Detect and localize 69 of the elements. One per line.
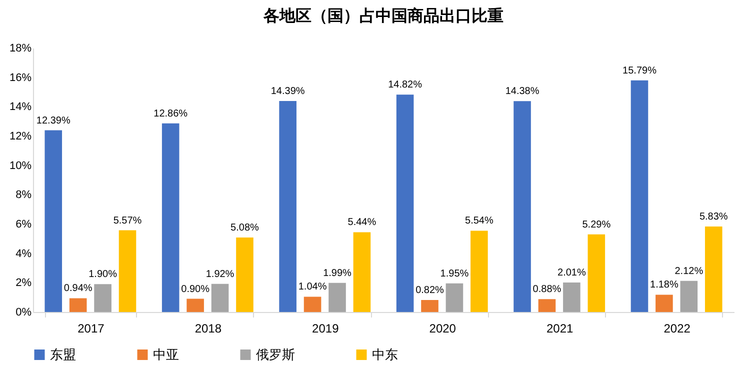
data-label: 1.18% xyxy=(650,280,678,291)
bar xyxy=(680,280,698,312)
data-label: 5.54% xyxy=(465,216,494,227)
data-label: 5.57% xyxy=(113,215,142,226)
bar xyxy=(538,299,556,312)
y-tick-label: 12% xyxy=(9,130,32,142)
x-tick-label: 2020 xyxy=(429,322,456,336)
x-tick-label: 2019 xyxy=(312,322,340,336)
data-label: 1.92% xyxy=(206,268,234,280)
data-label: 12.39% xyxy=(36,115,70,126)
bar xyxy=(162,123,180,312)
y-tick-label: 16% xyxy=(9,72,32,84)
legend-label: 东盟 xyxy=(50,346,76,362)
data-label: 5.08% xyxy=(230,222,260,234)
data-label: 1.99% xyxy=(323,268,352,279)
bar xyxy=(421,300,438,312)
bar xyxy=(186,298,204,312)
bar xyxy=(211,284,229,312)
data-label: 15.79% xyxy=(622,65,657,76)
y-tick-label: 2% xyxy=(16,277,32,290)
data-label: 0.90% xyxy=(181,284,210,295)
data-label: 1.95% xyxy=(440,268,469,280)
legend-label: 中亚 xyxy=(153,346,179,362)
bar xyxy=(446,283,464,312)
data-label: 5.29% xyxy=(582,219,611,230)
x-tick-label: 2017 xyxy=(78,322,105,336)
x-tick-label: 2021 xyxy=(546,322,574,336)
data-label: 1.04% xyxy=(298,282,327,293)
data-label: 14.39% xyxy=(270,86,305,97)
data-label: 12.86% xyxy=(154,108,188,120)
bar xyxy=(328,282,346,312)
bar xyxy=(69,298,87,312)
data-label: 14.38% xyxy=(505,86,540,98)
data-label: 14.82% xyxy=(388,80,422,91)
legend-label: 俄罗斯 xyxy=(256,346,295,362)
bar xyxy=(279,100,296,312)
bar xyxy=(656,294,673,312)
bar xyxy=(304,296,322,312)
bar xyxy=(44,130,62,312)
data-label: 0.82% xyxy=(416,284,444,296)
data-label: 1.90% xyxy=(88,269,118,280)
bar xyxy=(470,230,488,312)
data-label: 5.83% xyxy=(699,211,728,222)
bar xyxy=(630,80,648,312)
data-label: 2.01% xyxy=(558,268,586,279)
bar xyxy=(704,226,722,312)
y-tick-label: 10% xyxy=(9,160,32,172)
bar xyxy=(118,230,136,312)
bar xyxy=(94,284,112,312)
data-label: 0.88% xyxy=(532,284,562,296)
bar xyxy=(353,232,371,312)
data-label: 2.12% xyxy=(674,266,704,277)
bar xyxy=(514,101,531,312)
bar xyxy=(563,282,580,312)
y-tick-label: 18% xyxy=(9,42,32,54)
y-tick-label: 14% xyxy=(9,101,32,114)
bar xyxy=(588,234,606,312)
data-label: 0.94% xyxy=(64,283,92,294)
y-tick-label: 4% xyxy=(16,248,32,260)
data-label: 5.44% xyxy=(348,217,376,228)
y-tick-label: 0% xyxy=(16,306,32,318)
x-tick-label: 2018 xyxy=(194,322,222,336)
bar xyxy=(236,237,254,312)
y-tick-label: 8% xyxy=(16,189,32,202)
x-tick-label: 2022 xyxy=(664,322,691,336)
chart-title: 各地区（国）占中国商品出口比重 xyxy=(262,7,504,25)
bar xyxy=(396,94,414,312)
legend-label: 中东 xyxy=(372,346,398,362)
y-tick-label: 6% xyxy=(16,218,32,230)
